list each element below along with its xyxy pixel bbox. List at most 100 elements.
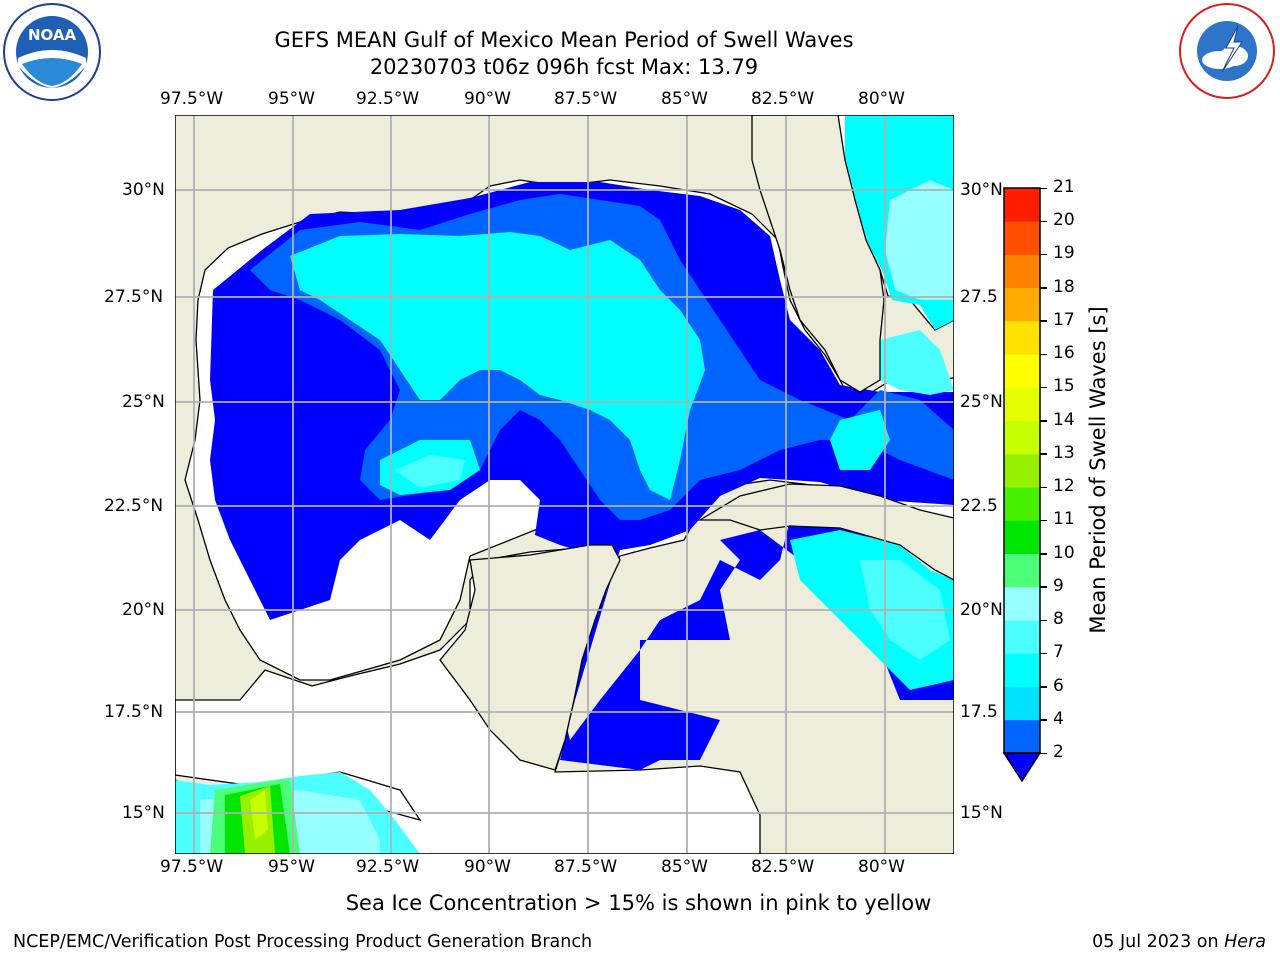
machine-name: Hera [1224,932,1266,952]
lat-label-left: 17.5°N [104,702,164,722]
lon-label-bottom: 95°W [268,857,315,877]
colorbar-segment [1004,254,1040,289]
lon-label-bottom: 85°W [661,857,708,877]
colorbar-segments [1004,188,1040,754]
colorbar-tick-label: 10 [1053,542,1075,563]
florida [751,115,885,393]
lat-label-right: 17.5 [960,702,998,722]
colorbar-tick-label: 13 [1053,442,1075,463]
colorbar-tick-label: 8 [1053,609,1064,630]
swell-bahamas [880,330,954,395]
chart-title: GEFS MEAN Gulf of Mexico Mean Period of … [274,28,854,52]
lon-label-bottom: 82.5°W [751,857,815,877]
chart-subtitle: 20230703 t06z 096h fcst Max: 13.79 [369,55,759,79]
colorbar-segment [1004,686,1040,721]
colorbar-tick-label: 19 [1053,243,1075,264]
colorbar-segment [1004,487,1040,521]
sea-ice-note-text: Sea Ice Concentration > 15% is shown in … [345,891,932,915]
lat-label-right: 25°N [960,392,1003,412]
graticule [175,115,954,854]
colorbar-tick-label: 12 [1053,476,1075,497]
colorbar-tick-mark [1040,719,1047,721]
colorbar-tick-label: 4 [1053,708,1064,729]
colorbar-segment [1004,453,1040,488]
lat-label-left: 25°N [122,392,165,412]
lon-label-top: 80°W [858,89,905,109]
colorbar-tick-mark [1040,486,1047,489]
colorbar-tick-label: 11 [1053,509,1075,530]
colorbar-tick-mark [1040,287,1047,289]
colorbar-segment [1004,387,1040,422]
colorbar-segment [1004,620,1040,654]
colorbar-segment [1004,520,1040,554]
lat-label-right: 27.5 [960,287,998,307]
lon-label-top: 82.5°W [751,89,815,109]
colorbar-tick-mark [1040,619,1047,622]
colorbar-tick-mark [1040,752,1047,754]
lat-label-left: 22.5°N [104,496,164,516]
lon-label-bottom: 92.5°W [356,857,420,877]
colorbar-segment [1004,553,1040,588]
colorbar-tick-mark [1040,187,1047,189]
swell-straits [830,410,890,470]
colorbar-label: Mean Period of Swell Waves [s] [1086,306,1110,634]
noaa-logo-text: NOAA [28,26,77,44]
colorbar-tick-mark [1040,253,1047,256]
lon-label-top: 90°W [464,89,511,109]
colorbar-tick-label: 2 [1053,742,1064,762]
colorbar-tick-label: 20 [1053,210,1075,231]
credit-text: NCEP/EMC/Verification Post Processing Pr… [13,932,593,952]
colorbar-tick-label: 21 [1053,177,1075,197]
nws-logo [1178,2,1276,100]
colorbar-segment [1004,420,1040,455]
lat-label-right: 22.5 [960,496,998,516]
lon-label-top: 87.5°W [554,89,618,109]
lat-label-right: 15°N [960,803,1003,823]
colorbar-tick-label: 18 [1053,276,1075,297]
colorbar-segment [1004,653,1040,687]
colorbar-tick-mark [1040,420,1047,422]
colorbar-segment [1004,320,1040,355]
colorbar-tick-label: 14 [1053,409,1075,430]
colorbar-segment [1004,188,1040,222]
colorbar-tick-mark [1040,652,1047,655]
colorbar-tick-label: 17 [1053,309,1075,330]
lon-label-bottom: 97.5°W [160,857,224,877]
lat-label-right: 20°N [960,600,1003,620]
colorbar-tick-mark [1040,586,1047,588]
lon-label-top: 95°W [268,89,315,109]
colorbar-tick-label: 7 [1053,642,1064,663]
cuba-island [697,483,954,581]
colorbar-segment [1004,221,1040,255]
colorbar-tick-mark [1040,519,1047,522]
swell-7-8s-patch [395,455,465,488]
date-stamp: 05 Jul 2023 on Hera [1092,932,1266,952]
colorbar [1002,187,1042,783]
lon-label-top: 97.5°W [160,89,224,109]
colorbar-segment [1004,354,1040,388]
lon-label-top: 85°W [661,89,708,109]
colorbar-tick-label: 9 [1053,575,1064,596]
colorbar-tick-mark [1040,220,1047,223]
lat-label-left: 30°N [122,180,165,200]
colorbar-tick-mark [1040,353,1047,356]
colorbar-tick-mark [1040,453,1047,455]
lat-label-right: 30°N [960,180,1003,200]
colorbar-tick-label: 16 [1053,343,1075,364]
swell-6-7s [290,232,705,500]
lat-label-left: 15°N [122,803,165,823]
sea-ice-note: Sea Ice Concentration > 15% is shown in … [0,891,1280,915]
colorbar-tick-label: 15 [1053,376,1075,397]
swell-atlantic-2 [885,180,954,300]
noaa-logo: NOAA [2,2,102,102]
colorbar-under-triangle [1002,752,1042,783]
lon-label-top: 92.5°W [356,89,420,109]
colorbar-frame [1003,187,1041,754]
lon-label-bottom: 90°W [464,857,511,877]
swell-pacific-6 [250,790,268,840]
date-text: 05 Jul 2023 on [1092,932,1219,952]
lon-label-bottom: 87.5°W [554,857,618,877]
colorbar-segment [1004,586,1040,621]
colorbar-tick-mark [1040,686,1047,688]
lat-label-left: 27.5°N [104,287,164,307]
